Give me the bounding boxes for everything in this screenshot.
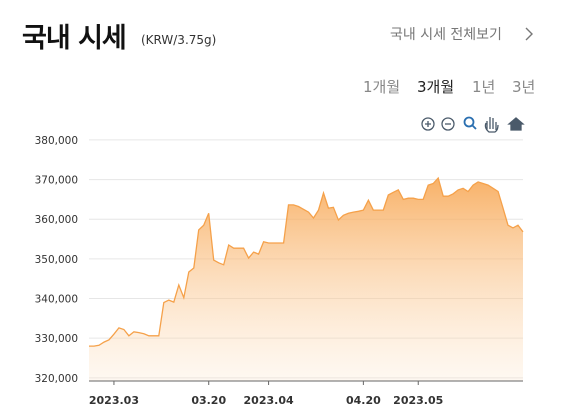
home-icon[interactable] [507,117,525,131]
y-tick-label: 360,000 [35,214,78,226]
tab[interactable]: 1개월 [363,78,401,96]
x-tick-label: 2023.04 [244,394,294,407]
y-tick-label: 350,000 [35,254,78,266]
x-tick-label: 03.20 [191,394,226,407]
x-tick-label: 2023.05 [393,394,443,407]
chevron[interactable] [524,27,534,41]
y-tick-label: 320,000 [35,373,78,385]
view-all-link[interactable]: 국내 시세 전체보기 [390,27,502,43]
line [89,176,524,347]
y-tick-label: 340,000 [35,294,78,306]
area [89,178,523,381]
x-tick-label: 2023.03 [89,394,139,407]
tab[interactable]: 1년 [472,78,496,96]
pan-icon[interactable] [484,117,499,133]
zoom-in-icon[interactable] [421,117,435,131]
y-tick-label: 380,000 [35,135,78,147]
zoom-icon[interactable] [463,116,477,130]
unit: (KRW/3.75g) [141,33,217,47]
zoom-out-icon[interactable] [441,117,455,131]
y-tick-label: 370,000 [35,175,78,187]
y-tick-label: 330,000 [35,333,78,345]
x-tick-label: 04.20 [346,394,381,407]
title: 국내 시세 [22,23,127,54]
toolbar [421,116,525,133]
tab-selected[interactable]: 3개월 [417,78,455,96]
tab[interactable]: 3년 [512,78,536,96]
